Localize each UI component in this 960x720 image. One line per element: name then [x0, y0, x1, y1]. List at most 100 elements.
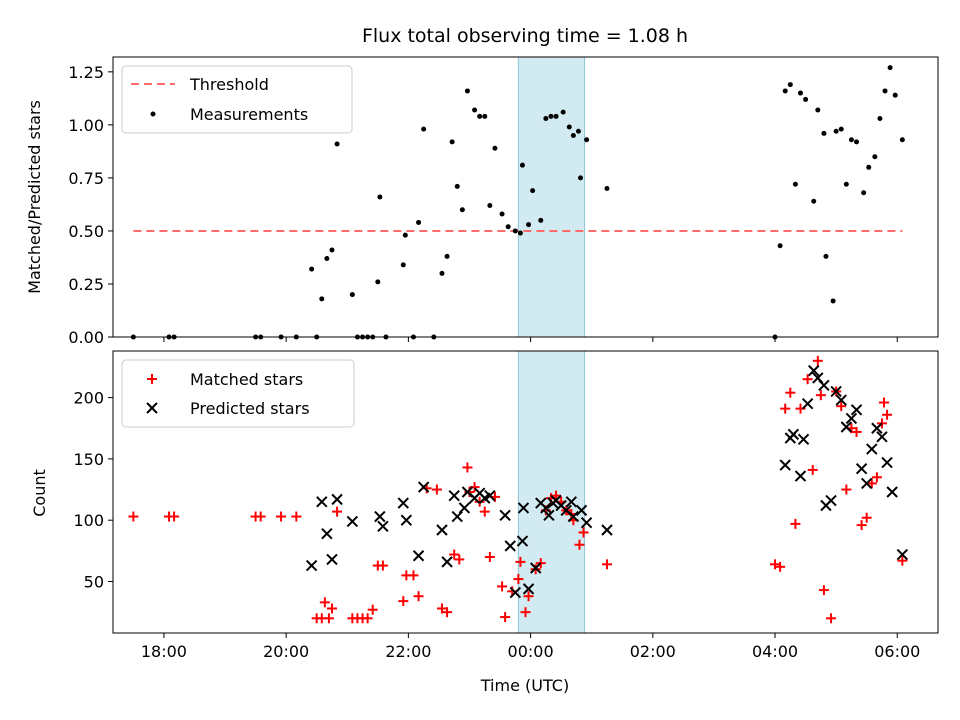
matched-star-point: [785, 387, 796, 398]
top-y-tick-label: 1.25: [68, 63, 104, 82]
predicted-star-point: [484, 489, 496, 502]
matched-star-point: [897, 555, 908, 566]
measurement-point: [334, 141, 340, 147]
legend-matched-swatch: [147, 374, 157, 384]
matched-star-point: [479, 506, 490, 517]
predicted-star-point: [543, 509, 555, 522]
x-tick-label: 18:00: [141, 642, 187, 661]
measurement-point: [421, 126, 427, 132]
predicted-star-point: [787, 428, 800, 441]
predicted-star-point: [845, 412, 858, 425]
matched-star-point: [836, 401, 847, 412]
measurement-point: [792, 181, 798, 187]
measurement-point: [815, 107, 821, 113]
measurement-point: [444, 253, 450, 259]
measurement-point: [416, 219, 422, 225]
predicted-star-point: [818, 379, 830, 392]
matched-star-point: [770, 559, 781, 570]
chart-title: Flux total observing time = 1.08 h: [362, 25, 688, 47]
measurement-point: [566, 124, 572, 130]
predicted-star-point: [860, 477, 873, 490]
measurement-point: [505, 224, 511, 230]
measurement-point: [472, 107, 478, 113]
measurement-point: [375, 279, 381, 285]
measurement-point: [512, 228, 518, 234]
matched-star-point: [520, 607, 531, 618]
predicted-star-point: [412, 550, 425, 562]
predicted-star-point: [886, 486, 898, 498]
measurement-point: [439, 270, 445, 276]
predicted-star-point: [830, 385, 842, 398]
measurement-point: [584, 137, 590, 143]
predicted-star-point: [797, 433, 810, 445]
measurement-point: [377, 194, 383, 200]
predicted-star-point: [321, 527, 333, 540]
matched-star-point: [474, 496, 485, 507]
measurement-point: [459, 207, 465, 213]
measurement-point: [400, 262, 406, 268]
predicted-star-point: [374, 510, 386, 523]
bottom-y-tick-label: 50: [84, 573, 104, 592]
matched-star-point: [413, 591, 424, 602]
legend-threshold-label: Threshold: [189, 75, 269, 94]
matched-star-point: [601, 559, 612, 570]
predicted-star-point: [458, 502, 471, 514]
measurement-point: [877, 116, 883, 122]
matched-star-point: [497, 581, 508, 592]
predicted-star-point: [580, 516, 593, 529]
measurement-point: [482, 113, 488, 119]
measurement-point: [454, 183, 460, 189]
matched-star-point: [500, 612, 511, 623]
matched-star-point: [802, 374, 813, 385]
matched-star-point: [128, 511, 139, 522]
top-y-tick-label: 0.25: [68, 275, 104, 294]
matched-star-point: [523, 591, 534, 602]
matched-star-point: [462, 462, 473, 473]
matched-star-point: [513, 574, 524, 585]
measurement-point: [861, 190, 867, 196]
measurement-point: [843, 181, 849, 187]
measurement-point: [553, 113, 559, 119]
predicted-star-point: [855, 462, 868, 475]
predicted-star-point: [825, 494, 837, 507]
predicted-star-point: [896, 548, 909, 561]
top-panel: 0.00 0.25 0.50 0.75 1.00 1.25 Matched/Predict…: [25, 56, 939, 347]
top-y-axis-label: Matched/Predicted stars: [25, 100, 44, 294]
top-y-tick-label: 0.50: [68, 222, 104, 241]
predicted-star-point: [326, 553, 338, 566]
bottom-y-tick-label: 150: [73, 450, 104, 469]
measurement-point: [560, 109, 566, 115]
top-legend: Threshold Measurements: [121, 65, 353, 134]
predicted-star-point: [866, 443, 878, 455]
legend-matched-label: Matched stars: [190, 370, 303, 389]
predicted-star-point: [808, 364, 820, 377]
predicted-star-point: [346, 515, 359, 528]
measurement-point: [575, 128, 581, 134]
measurement-point: [464, 88, 470, 94]
measurement-point: [492, 145, 498, 151]
bottom-y-axis-label: Count: [30, 469, 49, 517]
measurement-point: [499, 211, 505, 217]
measurement-point: [821, 130, 827, 136]
bottom-panel: 50 100 150 200 18:00 20:00 22:00 00:00 02:00 04:…: [30, 350, 939, 695]
measurement-point: [309, 266, 315, 272]
measurement-point: [604, 186, 610, 192]
matched-star-point: [319, 597, 330, 608]
measurement-point: [570, 132, 576, 138]
top-y-tick-label: 0.00: [68, 328, 104, 347]
bottom-shaded-band: [517, 350, 586, 634]
predicted-star-point: [529, 562, 542, 574]
measurement-point: [872, 154, 878, 160]
measurement-point: [833, 128, 839, 134]
matched-star-point: [398, 596, 409, 607]
measurement-point: [798, 90, 803, 96]
predicted-star-point: [565, 496, 578, 508]
matched-star-point: [780, 403, 791, 414]
predicted-star-point: [779, 459, 791, 471]
measurement-point: [548, 113, 554, 119]
predicted-star-point: [451, 510, 463, 523]
x-tick-label: 04:00: [752, 642, 798, 661]
predicted-star-point: [575, 504, 588, 517]
matched-star-point: [812, 355, 823, 366]
